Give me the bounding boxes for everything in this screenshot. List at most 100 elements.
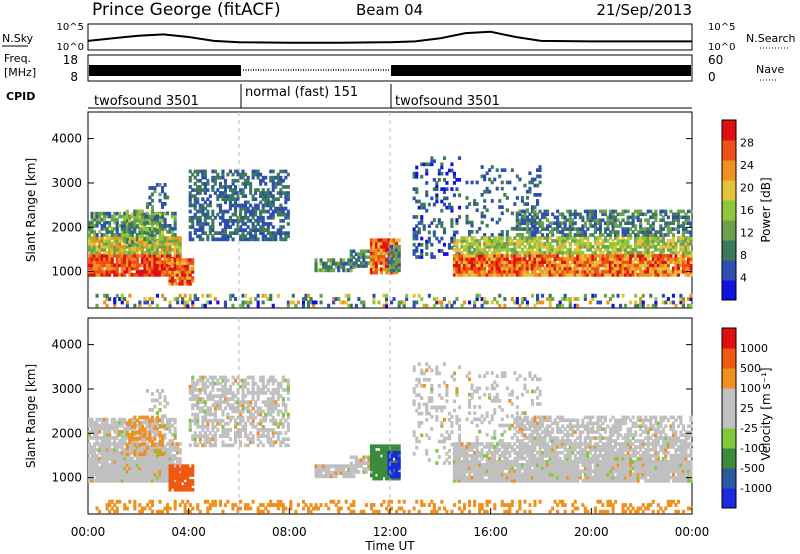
echo-cell — [684, 221, 688, 225]
echo-cell — [684, 272, 688, 277]
echo-cell — [649, 209, 653, 214]
echo-cell — [576, 242, 580, 246]
echo-cell — [173, 433, 177, 437]
echo-cell — [254, 188, 258, 192]
echo-cell — [513, 260, 517, 264]
echo-cell — [523, 212, 527, 217]
echo-cell — [105, 263, 109, 268]
echo-cell — [266, 409, 270, 414]
echo-cell — [606, 257, 610, 261]
echo-cell — [601, 260, 605, 264]
echo-cell — [173, 485, 177, 489]
echo-cell — [385, 251, 389, 256]
echo-cell — [223, 209, 227, 214]
echo-cell — [616, 260, 620, 264]
echo-cell — [687, 239, 691, 243]
echo-cell — [173, 456, 177, 461]
echo-cell — [241, 175, 245, 180]
echo-cell — [666, 257, 670, 261]
echo-cell — [246, 434, 250, 438]
echo-cell — [226, 428, 230, 432]
echo-cell — [591, 250, 595, 255]
echo-cell — [525, 189, 529, 194]
echo-cell — [216, 231, 220, 235]
echo-cell — [125, 475, 129, 480]
echo-cell — [546, 209, 550, 214]
echo-cell — [108, 463, 112, 467]
echo-cell — [108, 257, 112, 261]
echo-cell — [684, 245, 688, 249]
echo-cell — [138, 300, 142, 305]
echo-cell — [571, 269, 575, 274]
echo-cell — [546, 233, 550, 237]
echo-cell — [558, 272, 562, 277]
echo-cell — [548, 303, 552, 308]
echo-cell — [548, 224, 552, 228]
echo-cell — [593, 215, 597, 220]
echo-cell — [161, 463, 165, 467]
echo-cell — [138, 421, 142, 426]
echo-cell — [246, 206, 250, 211]
echo-cell — [90, 478, 94, 483]
echo-cell — [196, 185, 200, 189]
echo-cell — [533, 215, 537, 220]
echo-cell — [138, 239, 142, 243]
echo-cell — [135, 445, 139, 449]
echo-cell — [561, 260, 565, 264]
echo-cell — [372, 297, 376, 301]
echo-cell — [145, 420, 149, 425]
echo-cell — [510, 168, 514, 172]
echo-cell — [634, 215, 638, 220]
echo-cell — [191, 437, 195, 441]
echo-cell — [463, 272, 467, 277]
echo-cell — [150, 198, 154, 203]
echo-cell — [465, 248, 469, 252]
echo-cell — [500, 180, 504, 185]
echo-cell — [382, 267, 386, 272]
echo-cell — [493, 257, 497, 261]
echo-cell — [385, 297, 389, 301]
echo-cell — [161, 186, 165, 190]
echo-cell — [130, 478, 134, 483]
echo-cell — [166, 426, 170, 431]
echo-cell — [201, 222, 205, 226]
echo-cell — [337, 265, 341, 269]
echo-cell — [498, 303, 502, 308]
echo-cell — [120, 430, 124, 434]
echo-cell — [276, 178, 280, 183]
echo-cell — [636, 266, 640, 271]
echo-cell — [88, 451, 92, 455]
echo-cell — [593, 230, 597, 234]
echo-cell — [105, 423, 109, 428]
echo-cell — [581, 236, 585, 240]
echo-cell — [483, 253, 487, 258]
echo-cell — [468, 260, 472, 264]
echo-cell — [558, 260, 562, 264]
echo-cell — [455, 242, 459, 246]
echo-cell — [188, 384, 192, 389]
echo-cell — [548, 242, 552, 246]
echo-cell — [150, 398, 154, 403]
echo-cell — [88, 466, 92, 470]
echo-cell — [120, 433, 124, 437]
echo-cell — [150, 440, 154, 444]
echo-cell — [490, 165, 494, 169]
echo-cell — [128, 218, 132, 223]
echo-cell — [556, 269, 560, 274]
echo-cell — [223, 394, 227, 398]
echo-cell — [140, 434, 144, 438]
echo-cell — [457, 269, 461, 274]
echo-cell — [498, 266, 502, 271]
echo-cell — [95, 257, 99, 261]
echo-cell — [460, 239, 464, 243]
echo-cell — [563, 263, 567, 268]
echo-cell — [636, 218, 640, 222]
echo-cell — [148, 221, 152, 226]
echo-cell — [113, 242, 117, 246]
echo-cell — [130, 263, 134, 268]
echo-cell — [452, 260, 456, 264]
echo-cell — [95, 463, 99, 467]
echo-cell — [236, 203, 240, 208]
echo-cell — [274, 175, 278, 180]
echo-cell — [110, 257, 114, 261]
